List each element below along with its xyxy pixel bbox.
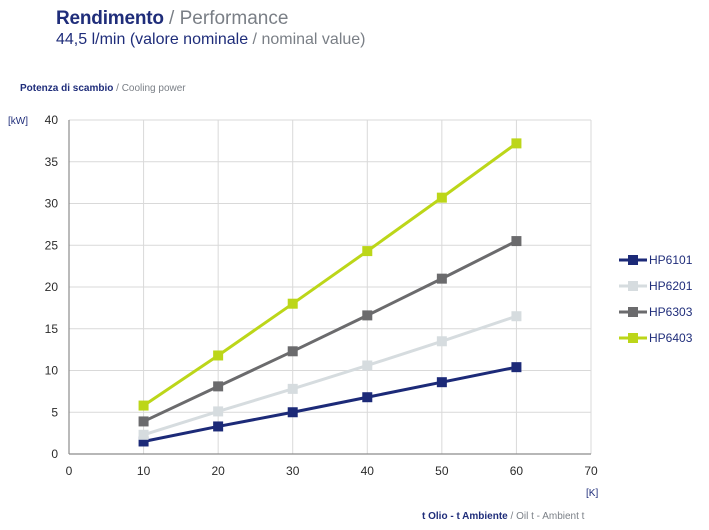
y-tick-label: 40 bbox=[45, 113, 59, 127]
y-tick-label: 30 bbox=[45, 197, 59, 211]
x-axis-title-italian: t Olio - t Ambiente bbox=[422, 511, 508, 522]
x-axis-title: t Olio - t Ambiente / Oil t - Ambient t bbox=[422, 511, 584, 522]
data-point bbox=[511, 362, 522, 373]
data-point bbox=[138, 436, 149, 447]
data-point bbox=[138, 429, 149, 440]
title-separator: / bbox=[163, 8, 180, 29]
series-line bbox=[142, 239, 518, 423]
y-tick-label: 10 bbox=[45, 364, 59, 378]
legend-label: HP6303 bbox=[649, 305, 693, 319]
y-tick-label: 20 bbox=[45, 280, 59, 294]
legend-swatch-marker bbox=[628, 307, 638, 317]
legend-label: HP6403 bbox=[649, 331, 693, 345]
series-lines bbox=[138, 138, 522, 447]
data-point bbox=[287, 383, 298, 394]
x-axis-unit: [K] bbox=[586, 488, 598, 499]
legend-label: HP6201 bbox=[649, 279, 693, 293]
title-italian: Rendimento bbox=[56, 8, 164, 29]
legend-swatch-marker bbox=[628, 255, 638, 265]
legend-swatch-marker bbox=[628, 281, 638, 291]
data-point bbox=[362, 360, 373, 371]
y-tick-label: 0 bbox=[51, 447, 58, 461]
title-english: Performance bbox=[179, 8, 289, 29]
legend-item-hp6101: HP6101 bbox=[619, 253, 693, 267]
data-point bbox=[138, 416, 149, 427]
subtitle-italian: 44,5 l/min (valore nominale bbox=[56, 31, 249, 48]
data-point bbox=[511, 236, 522, 247]
axes-frame bbox=[68, 120, 591, 455]
y-axis-title-separator: / bbox=[113, 83, 122, 94]
x-tick-label: 0 bbox=[66, 464, 73, 478]
legend-label: HP6101 bbox=[649, 253, 693, 267]
chart-title: Rendimento / Performance bbox=[56, 8, 288, 30]
x-tick-label: 40 bbox=[361, 464, 375, 478]
legend: HP6101 HP6201 HP6303 HP6403 bbox=[619, 253, 693, 345]
series-hp6303 bbox=[138, 236, 522, 427]
data-point bbox=[436, 377, 447, 388]
series-line bbox=[143, 314, 517, 437]
y-tick-label: 35 bbox=[45, 155, 59, 169]
data-point bbox=[436, 273, 447, 284]
data-point bbox=[511, 311, 522, 322]
data-point bbox=[511, 138, 522, 149]
y-axis-title-english: Cooling power bbox=[121, 83, 186, 94]
y-tick-label: 5 bbox=[51, 405, 58, 419]
legend-item-hp6201: HP6201 bbox=[619, 279, 693, 293]
legend-swatch-marker bbox=[628, 333, 638, 343]
series-hp6403 bbox=[138, 138, 522, 411]
x-tick-label: 30 bbox=[286, 464, 300, 478]
data-point bbox=[362, 310, 373, 321]
data-point bbox=[213, 350, 224, 361]
data-point bbox=[362, 246, 373, 257]
legend-item-hp6303: HP6303 bbox=[619, 305, 693, 319]
x-tick-label: 50 bbox=[435, 464, 449, 478]
series-hp6201 bbox=[138, 311, 522, 440]
series-line bbox=[143, 365, 517, 443]
y-tick-label: 25 bbox=[45, 238, 59, 252]
chart-subtitle: 44,5 l/min (valore nominale / nominal va… bbox=[56, 31, 366, 49]
x-tick-label: 10 bbox=[137, 464, 151, 478]
subtitle-separator: / bbox=[248, 31, 262, 48]
data-point bbox=[213, 381, 224, 392]
x-tick-label: 60 bbox=[510, 464, 524, 478]
subtitle-english: nominal value) bbox=[261, 31, 366, 48]
series-hp6101 bbox=[138, 362, 522, 447]
data-point bbox=[213, 421, 224, 432]
x-axis-title-english: Oil t - Ambient t bbox=[516, 511, 585, 522]
data-point bbox=[213, 406, 224, 417]
data-point bbox=[287, 407, 298, 418]
x-axis-title-separator: / bbox=[507, 511, 517, 522]
y-axis-title: Potenza di scambio / Cooling power bbox=[20, 83, 186, 94]
y-tick-label: 15 bbox=[45, 322, 59, 336]
data-point bbox=[287, 298, 298, 309]
y-axis-unit: [kW] bbox=[8, 116, 28, 127]
series-line bbox=[142, 142, 518, 407]
tick-labels: 0 5 10 15 20 25 30 35 40 0 10 20 30 40 50 60 70 bbox=[45, 113, 598, 478]
x-tick-label: 20 bbox=[211, 464, 225, 478]
x-tick-label: 70 bbox=[584, 464, 598, 478]
legend-item-hp6403: HP6403 bbox=[619, 331, 693, 345]
data-point bbox=[436, 192, 447, 203]
data-point bbox=[362, 392, 373, 403]
y-axis-title-italian: Potenza di scambio bbox=[20, 83, 114, 94]
data-point bbox=[436, 336, 447, 347]
data-point bbox=[138, 400, 149, 411]
data-point bbox=[287, 346, 298, 357]
